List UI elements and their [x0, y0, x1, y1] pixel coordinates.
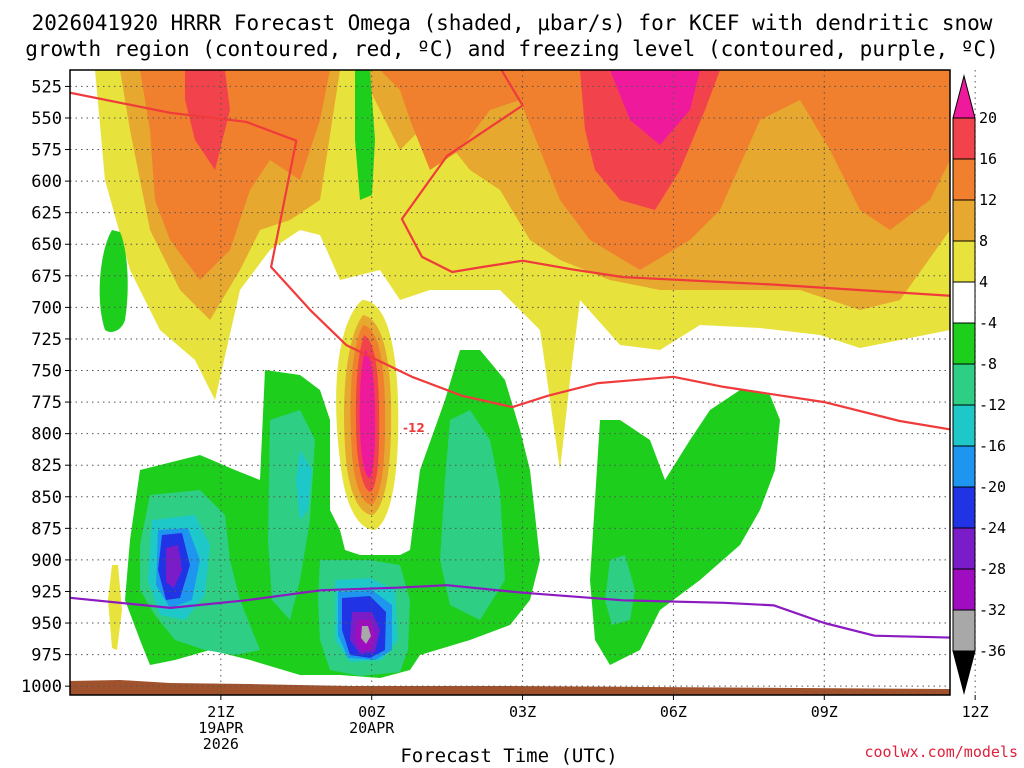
y-tick-label: 525	[31, 77, 62, 97]
y-tick-label: 750	[31, 362, 62, 382]
colorbar-label: -24	[979, 519, 1006, 537]
y-tick-label: 1000	[21, 677, 62, 697]
contour-dendritic-growth-12c-upper-	[70, 91, 950, 431]
y-axis: 525 550 575 600 625 650 675 700 725 750 775 800 825 8…	[21, 77, 70, 697]
omega-band-neg32	[361, 626, 371, 644]
contour-freezing-level	[70, 584, 950, 639]
colorbar-label: 12	[979, 191, 997, 209]
colorbar-top-arrow	[952, 74, 976, 119]
colorbar-swatch	[952, 609, 976, 652]
x-tick-label: 20APR	[349, 719, 395, 737]
y-tick-label: 825	[31, 456, 62, 476]
y-tick-label: 775	[31, 393, 62, 413]
y-tick-label: 600	[31, 172, 62, 192]
colorbar-swatch	[952, 199, 976, 242]
omega-band-neg12	[148, 450, 398, 662]
colorbar-label: -36	[979, 642, 1006, 660]
y-tick-label: 900	[31, 551, 62, 571]
y-tick-label: 650	[31, 235, 62, 255]
x-tick-label: 2026	[203, 735, 239, 753]
y-tick-label: 950	[31, 614, 62, 634]
omega-band-4-small	[108, 565, 122, 650]
colorbar-label: -20	[979, 478, 1006, 496]
omega-shading	[95, 70, 950, 678]
colorbar-swatch	[952, 404, 976, 447]
colorbar-label: 4	[979, 273, 988, 291]
y-tick-label: 700	[31, 298, 62, 318]
terrain-fill	[70, 680, 950, 695]
colorbar-swatch	[952, 363, 976, 406]
omega-band-20	[610, 70, 700, 145]
omega-column-20	[359, 350, 376, 478]
colorbar-swatch	[952, 445, 976, 488]
colorbar: 20 16 12 8 4 -4 -8 -12 -16 -20 -24 -28 -32 -36	[952, 74, 1006, 695]
x-tick-label: 00Z	[358, 703, 385, 721]
y-tick-label: 675	[31, 267, 62, 287]
colorbar-label: 8	[979, 232, 988, 250]
omega-band-16	[185, 70, 720, 210]
omega-band-neg4-east	[590, 390, 780, 665]
colorbar-swatch	[952, 486, 976, 529]
colorbar-label: -32	[979, 601, 1006, 619]
x-axis-label: Forecast Time (UTC)	[400, 745, 617, 767]
x-tick-label: 09Z	[811, 703, 838, 721]
y-tick-label: 850	[31, 488, 62, 508]
chart-title-line2: growth region (contoured, red, ºC) and f…	[25, 37, 999, 61]
contour-label-minus12: -12	[403, 421, 425, 435]
colorbar-label: -28	[979, 560, 1006, 578]
colorbar-label: 16	[979, 150, 997, 168]
colorbar-swatch	[952, 322, 976, 365]
colorbar-label: -12	[979, 396, 1006, 414]
chart-grid	[70, 70, 976, 695]
x-tick-label: 21Z	[207, 703, 234, 721]
y-tick-label: 550	[31, 109, 62, 129]
x-tick-label: 03Z	[509, 703, 536, 721]
colorbar-swatch	[952, 527, 976, 570]
colorbar-swatch	[952, 240, 976, 283]
x-tick-label: 06Z	[660, 703, 687, 721]
y-tick-label: 625	[31, 204, 62, 224]
y-tick-label: 800	[31, 425, 62, 445]
colorbar-swatch	[952, 117, 976, 160]
colorbar-label: -8	[979, 355, 997, 373]
contour-dendritic-growth-12c-lower-	[400, 70, 950, 297]
y-tick-label: 575	[31, 141, 62, 161]
colorbar-swatch	[952, 158, 976, 201]
colorbar-swatch	[952, 568, 976, 611]
colorbar-swatch	[952, 281, 976, 324]
colorbar-label: -4	[979, 314, 997, 332]
contour-lines	[70, 70, 950, 639]
y-tick-label: 725	[31, 330, 62, 350]
omega-band-12	[140, 70, 950, 280]
plot-frame	[69, 69, 951, 696]
colorbar-label: 20	[979, 109, 997, 127]
colorbar-bottom-arrow	[952, 650, 976, 695]
x-tick-label: 19APR	[198, 719, 244, 737]
credit-text: coolwx.com/models	[864, 743, 1018, 761]
chart-title-line1: 2026041920 HRRR Forecast Omega (shaded, …	[32, 11, 993, 35]
y-tick-label: 975	[31, 646, 62, 666]
y-tick-label: 925	[31, 582, 62, 602]
y-tick-label: 875	[31, 519, 62, 539]
colorbar-label: -16	[979, 437, 1006, 455]
x-tick-label: 12Z	[962, 703, 989, 721]
